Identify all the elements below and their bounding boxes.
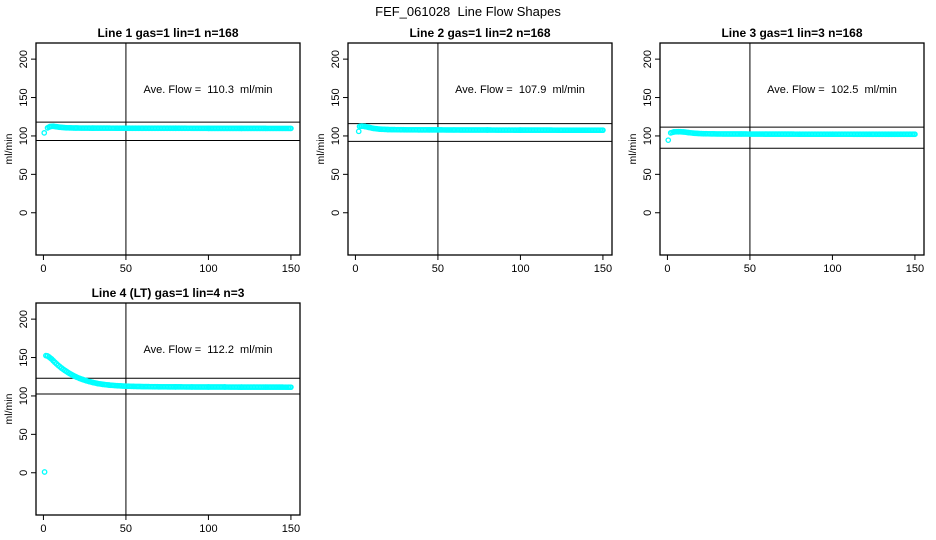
- axis-ticks: 0 50 100 150 0 50 100 150 200: [18, 310, 300, 535]
- reference-lines: [36, 43, 300, 255]
- y-tick-label: 50: [18, 428, 30, 440]
- x-tick-label: 0: [664, 263, 670, 275]
- ave-flow-annotation: Ave. Flow = 107.9 ml/min: [455, 84, 585, 96]
- axis-ticks: 0 50 100 150 0 50 100 150 200: [642, 50, 924, 275]
- plot-box: [659, 42, 925, 256]
- axis-ticks: 0 50 100 150 0 50 100 150 200: [18, 50, 300, 275]
- panel-line-4: 0 50 100 150 0 50 100 150 200 Line 4 (LT) gas=1 …: [0, 280, 312, 540]
- x-tick-label: 100: [511, 263, 529, 275]
- panel-line-1: 0 50 100 150 0 50 100 150 200 Line 1 gas=1 lin=1…: [0, 20, 312, 280]
- y-tick-label: 0: [330, 210, 342, 216]
- x-tick-label: 50: [120, 263, 132, 275]
- y-tick-label: 50: [330, 168, 342, 180]
- y-tick-label: 0: [18, 470, 30, 476]
- panel-line-3: 0 50 100 150 0 50 100 150 200 Line 3 gas=1 lin=3…: [624, 20, 936, 280]
- y-axis-label: ml/min: [3, 393, 15, 425]
- y-tick-label: 200: [330, 50, 342, 68]
- scatter-points: [41, 352, 294, 475]
- panel-title: Line 4 (LT) gas=1 lin=4 n=3: [91, 286, 245, 300]
- x-tick-label: 0: [352, 263, 358, 275]
- x-tick-label: 0: [40, 523, 46, 535]
- panel-title: Line 1 gas=1 lin=1 n=168: [97, 26, 239, 40]
- y-tick-label: 100: [18, 127, 30, 145]
- data-point-marker: [355, 128, 362, 135]
- y-tick-label: 150: [18, 348, 30, 366]
- y-tick-label: 150: [18, 88, 30, 106]
- y-tick-label: 200: [642, 50, 654, 68]
- plot-box: [347, 42, 613, 256]
- x-tick-label: 150: [282, 523, 300, 535]
- x-tick-label: 50: [120, 523, 132, 535]
- reference-lines: [348, 43, 612, 255]
- y-tick-label: 200: [18, 50, 30, 68]
- y-tick-label: 200: [18, 310, 30, 328]
- y-axis-label: ml/min: [3, 133, 15, 165]
- axis-ticks: 0 50 100 150 0 50 100 150 200: [330, 50, 612, 275]
- ave-flow-annotation: Ave. Flow = 102.5 ml/min: [767, 84, 897, 96]
- plot-area: 0 50 100 150 0 50 100 150 200: [18, 302, 301, 535]
- y-tick-label: 100: [18, 387, 30, 405]
- x-tick-label: 150: [594, 263, 612, 275]
- y-tick-label: 50: [642, 168, 654, 180]
- data-point-marker: [665, 137, 672, 144]
- scatter-points: [41, 123, 294, 136]
- data-point-marker: [288, 125, 294, 132]
- y-tick-label: 0: [642, 210, 654, 216]
- data-point-marker: [41, 469, 48, 475]
- panel-title: Line 3 gas=1 lin=3 n=168: [721, 26, 863, 40]
- ave-flow-annotation: Ave. Flow = 110.3 ml/min: [143, 84, 273, 96]
- x-tick-label: 50: [744, 263, 756, 275]
- x-tick-label: 150: [282, 263, 300, 275]
- reference-lines: [36, 303, 300, 515]
- x-tick-label: 0: [40, 263, 46, 275]
- x-tick-label: 100: [823, 263, 841, 275]
- data-point-marker: [288, 384, 294, 391]
- plot-box: [35, 302, 301, 516]
- plot-area: 0 50 100 150 0 50 100 150 200: [330, 42, 613, 275]
- x-tick-label: 100: [199, 263, 217, 275]
- x-tick-label: 50: [432, 263, 444, 275]
- plot-area: 0 50 100 150 0 50 100 150 200: [18, 42, 301, 275]
- scatter-points: [665, 128, 918, 144]
- data-point-marker: [600, 127, 606, 134]
- y-tick-label: 0: [18, 210, 30, 216]
- panel-title: Line 2 gas=1 lin=2 n=168: [409, 26, 551, 40]
- scatter-points: [355, 123, 606, 135]
- plot-box: [35, 42, 301, 256]
- data-point-marker: [41, 130, 48, 136]
- y-axis-label: ml/min: [315, 133, 327, 165]
- y-axis-label: ml/min: [627, 133, 639, 165]
- x-tick-label: 100: [199, 523, 217, 535]
- ave-flow-annotation: Ave. Flow = 112.2 ml/min: [143, 344, 273, 356]
- reference-lines: [660, 43, 924, 255]
- panel-line-2: 0 50 100 150 0 50 100 150 200 Line 2 gas=1 lin=2…: [312, 20, 624, 280]
- y-tick-label: 100: [642, 127, 654, 145]
- y-tick-label: 150: [642, 88, 654, 106]
- plot-area: 0 50 100 150 0 50 100 150 200: [642, 42, 925, 275]
- x-tick-label: 150: [906, 263, 924, 275]
- y-tick-label: 150: [330, 88, 342, 106]
- y-tick-label: 50: [18, 168, 30, 180]
- page-title: FEF_061028 Line Flow Shapes: [375, 4, 561, 19]
- data-point-marker: [912, 131, 918, 138]
- y-tick-label: 100: [330, 127, 342, 145]
